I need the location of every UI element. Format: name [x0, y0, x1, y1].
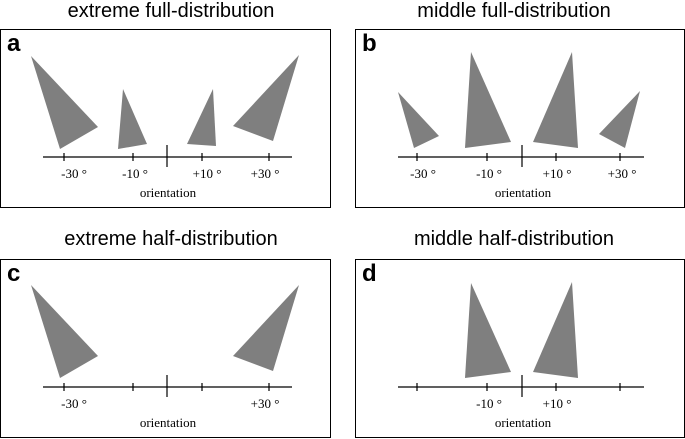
- title-b: middle full-distribution: [417, 0, 611, 22]
- panel-b-drawing: -30 ° -10 ° +10 ° +30 ° orientation: [398, 52, 644, 200]
- stimulus-minus10: [465, 52, 511, 148]
- panel-d: d -10 ° +10 ° orientation: [355, 259, 685, 438]
- tick-label-plus30: +30 °: [251, 166, 280, 181]
- stimulus-plus10: [533, 282, 578, 378]
- panel-letter-d: d: [362, 260, 377, 287]
- stimulus-minus30: [31, 56, 98, 149]
- panel-a-drawing: -30 ° -10 ° +10 ° +30 ° orientation: [31, 55, 299, 200]
- stimulus-plus30: [233, 55, 299, 141]
- tick-label-minus30: -30 °: [61, 396, 87, 411]
- tick-label-minus10: -10 °: [476, 396, 502, 411]
- tick-label-minus30: -30 °: [61, 166, 87, 181]
- stimulus-plus10: [533, 52, 578, 148]
- axis-label: orientation: [140, 415, 197, 430]
- axis-label: orientation: [140, 185, 197, 200]
- stimulus-minus10: [465, 283, 511, 378]
- axis-label: orientation: [495, 415, 552, 430]
- tick-label-plus10: +10 °: [543, 166, 572, 181]
- title-d: middle half-distribution: [413, 228, 615, 250]
- tick-label-plus30: +30 °: [608, 166, 637, 181]
- panel-c-drawing: -30 ° +30 ° orientation: [31, 285, 299, 430]
- panel-b: b -30 ° -10 ° +10 ° +30 ° orientation: [355, 29, 685, 208]
- panel-letter-a: a: [7, 30, 21, 57]
- axis-label: orientation: [495, 185, 552, 200]
- tick-label-minus30: -30 °: [410, 166, 436, 181]
- stimulus-minus10: [118, 89, 147, 149]
- stimulus-plus10: [187, 89, 216, 146]
- stimulus-plus30: [233, 285, 299, 371]
- tick-label-plus10: +10 °: [193, 166, 222, 181]
- tick-label-minus10: -10 °: [122, 166, 148, 181]
- panel-letter-c: c: [7, 260, 21, 287]
- panel-d-drawing: -10 ° +10 ° orientation: [398, 282, 644, 430]
- stimulus-minus30: [398, 92, 439, 148]
- stimulus-plus30: [599, 91, 640, 148]
- panel-a: a -30 ° -10 ° +10 ° +30 ° orientation: [0, 29, 331, 208]
- stimulus-minus30: [31, 285, 98, 378]
- panel-c: c -30 ° +30 ° orientation: [0, 259, 331, 438]
- title-c: extreme half-distribution: [64, 228, 278, 250]
- tick-label-plus10: +10 °: [543, 396, 572, 411]
- tick-label-plus30: +30 °: [251, 396, 280, 411]
- tick-label-minus10: -10 °: [476, 166, 502, 181]
- panel-letter-b: b: [362, 30, 377, 57]
- title-a: extreme full-distribution: [67, 0, 275, 22]
